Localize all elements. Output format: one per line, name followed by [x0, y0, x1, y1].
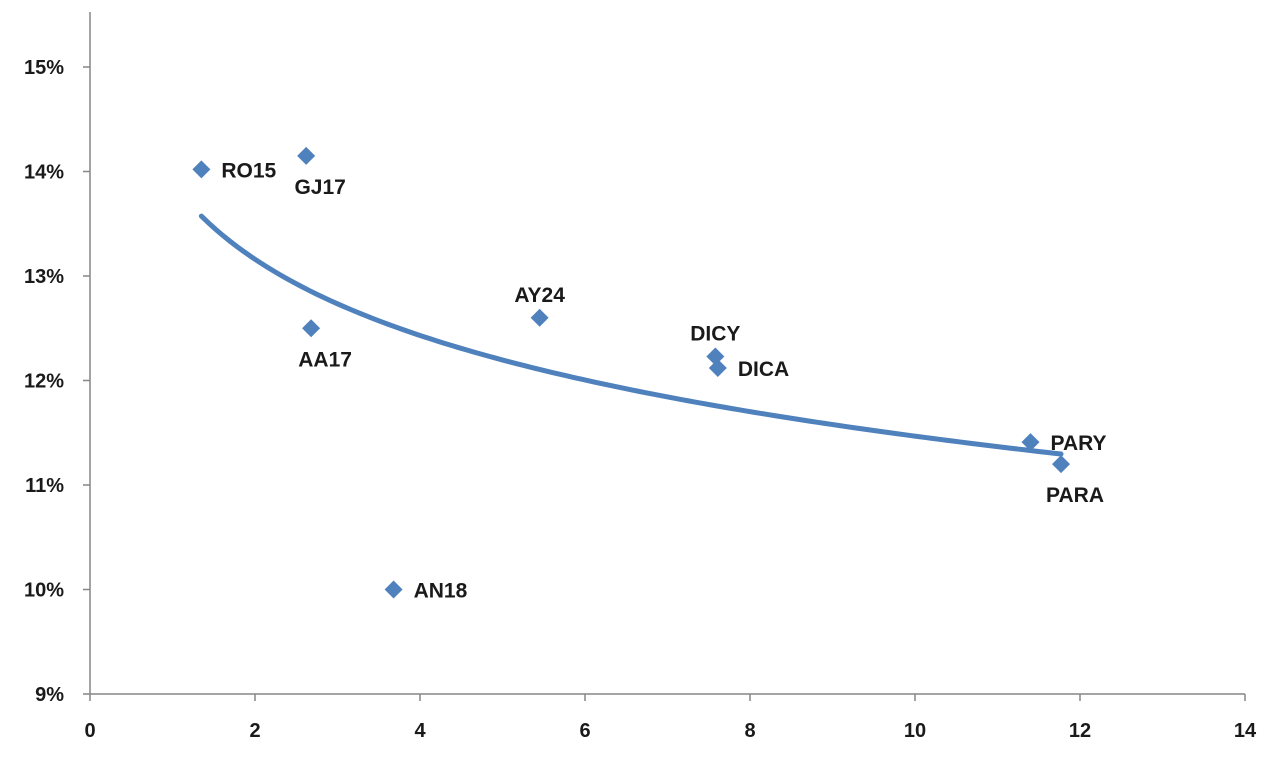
y-tick-label: 10% — [24, 580, 64, 602]
data-label-pary: PARY — [1051, 432, 1107, 455]
data-point-dicy — [706, 347, 725, 366]
trendline — [198, 213, 1064, 457]
data-point-para — [1052, 455, 1071, 474]
data-label-ay24: AY24 — [514, 284, 565, 307]
y-tick-label: 12% — [24, 371, 64, 393]
x-tick-label: 2 — [249, 720, 260, 742]
x-tick-label: 10 — [904, 720, 926, 742]
data-label-aa17: AA17 — [298, 348, 352, 371]
data-point-an18 — [384, 580, 403, 599]
data-label-an18: AN18 — [414, 580, 468, 603]
data-point-ay24 — [530, 308, 549, 327]
data-labels: RO15 GJ17 AA17 AN18 AY24 DICY DICA PARY PARA — [221, 159, 1106, 602]
data-point-ro15 — [192, 160, 211, 179]
x-tick-label: 12 — [1069, 720, 1091, 742]
y-tick-label: 9% — [35, 684, 64, 706]
data-point-dica — [708, 358, 727, 377]
x-tick-label: 14 — [1234, 720, 1257, 742]
y-tick-label: 15% — [24, 57, 64, 79]
data-point-gj17 — [297, 146, 316, 165]
data-label-gj17: GJ17 — [294, 176, 345, 199]
data-point-aa17 — [302, 319, 321, 338]
data-label-dicy: DICY — [690, 322, 740, 345]
data-label-ro15: RO15 — [221, 159, 276, 182]
data-points — [192, 146, 1071, 599]
trendline-layer — [198, 213, 1064, 457]
x-tick-label: 0 — [84, 720, 95, 742]
x-tick-label: 4 — [414, 720, 426, 742]
data-label-dica: DICA — [738, 358, 789, 381]
data-point-pary — [1021, 433, 1040, 452]
x-tick-label: 8 — [744, 720, 755, 742]
axes: 9% 10% 11% 12% 13% 14% 15% 0 2 4 6 8 10 12 14 — [24, 12, 1257, 742]
x-tick-label: 6 — [579, 720, 590, 742]
data-label-para: PARA — [1046, 484, 1104, 507]
y-tick-label: 14% — [24, 162, 64, 184]
y-tick-label: 11% — [25, 475, 64, 497]
y-tick-label: 13% — [24, 266, 64, 288]
